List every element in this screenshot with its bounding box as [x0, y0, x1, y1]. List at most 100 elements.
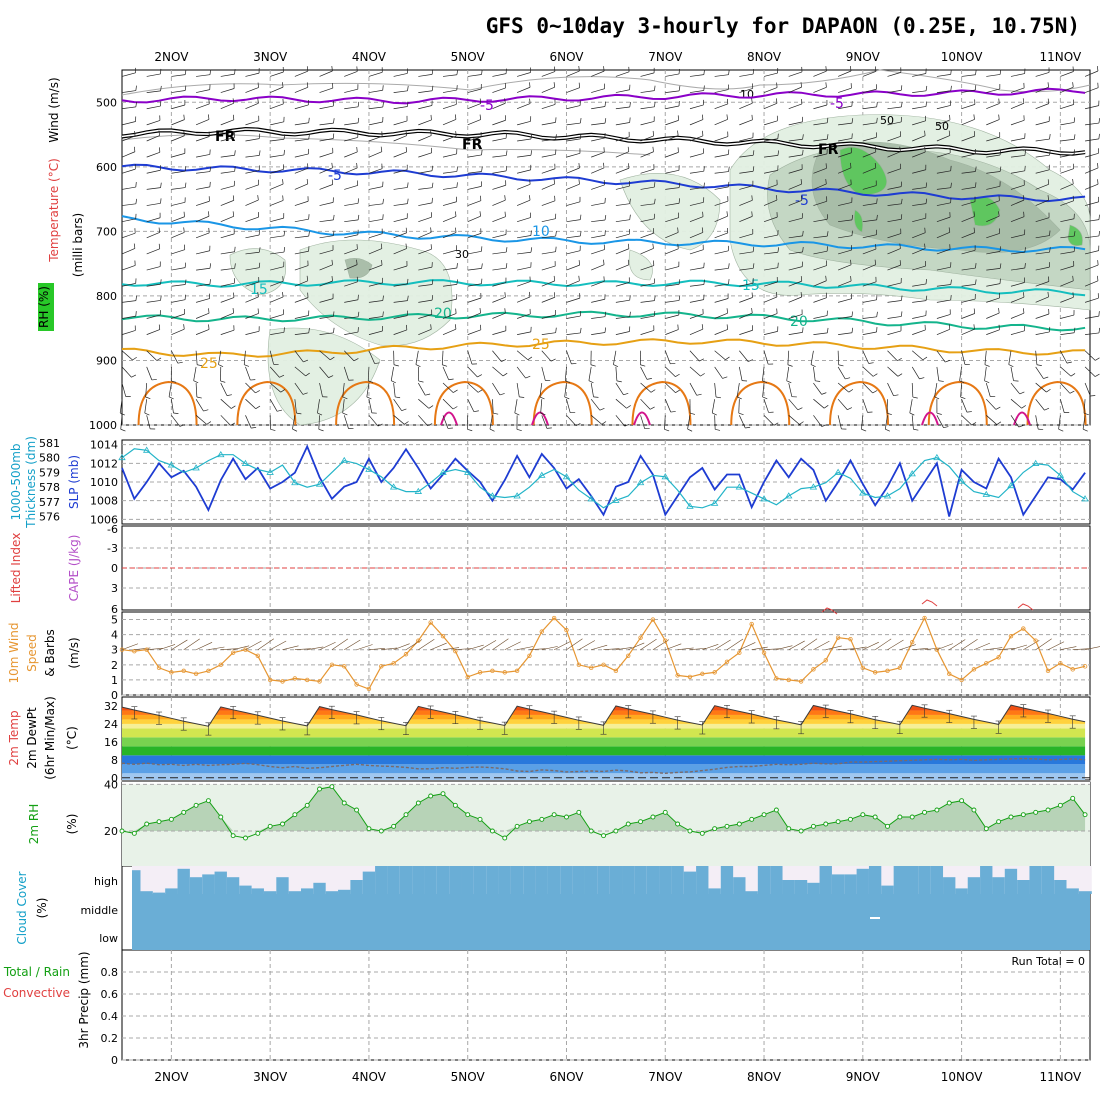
cloud-high-bar [930, 866, 944, 894]
wind-barb [442, 249, 457, 255]
wind-barb [615, 219, 630, 223]
wind-barb-flag [712, 412, 717, 416]
wind-barb-flag [677, 243, 679, 249]
wind-barb [368, 248, 382, 255]
wind-barb-flag [519, 396, 525, 398]
wind-barb [442, 366, 449, 380]
wind-barb [566, 350, 572, 365]
cloud-high-bg [1078, 866, 1092, 894]
wind-barb-flag [499, 393, 505, 396]
wind-barb-flag [797, 407, 803, 411]
wind-barb-flag [996, 421, 1002, 425]
wind-barb-flag [973, 324, 975, 330]
side-label: (milli bars) [71, 213, 85, 277]
wind-barb [393, 203, 408, 206]
wind-barb [1085, 138, 1099, 142]
cloud-high-bar [535, 866, 549, 894]
wind-barb [788, 154, 803, 158]
wind-barb [615, 248, 630, 255]
cloud-high-bar [251, 888, 265, 894]
rh-tick: 40 [104, 778, 118, 791]
wind-barb-flag [599, 407, 605, 411]
wind-barb [368, 71, 383, 77]
wind-barb [146, 415, 151, 429]
cloud-high-bar [239, 885, 253, 894]
wind-barb [146, 152, 160, 158]
wind-barb [862, 167, 876, 174]
wind-speed-marker [1070, 667, 1075, 672]
wind-barb [936, 415, 944, 428]
wind-barb [467, 88, 482, 93]
cloud-high-bg [263, 866, 277, 894]
wind-barb [615, 316, 630, 319]
wind-barb [665, 266, 679, 271]
wind-barb [813, 366, 816, 381]
wind-barb [887, 248, 901, 255]
surface-barb [233, 645, 250, 651]
rh-marker [835, 819, 841, 825]
precip-legend-total: Total / Rain [3, 965, 70, 979]
wind-barb-flag [455, 211, 457, 217]
wind-barb [245, 216, 259, 223]
wind-barb [1084, 350, 1096, 361]
wind-barb [862, 264, 876, 271]
wind-barb-flag [971, 422, 977, 426]
wind-barb [467, 233, 482, 239]
wind-barb [467, 119, 481, 126]
wind-barb-flag [232, 195, 235, 201]
wind-speed-marker [255, 653, 261, 658]
date-tick-bottom: 4NOV [352, 1070, 387, 1084]
wind-barb [342, 383, 345, 397]
wind-barb-flag [909, 412, 915, 416]
wind-barb [1084, 152, 1099, 158]
cloud-high-bar [498, 866, 512, 894]
rh-marker [798, 828, 804, 834]
rh-marker [601, 833, 606, 839]
wind-barb [517, 154, 532, 158]
isotherm-label: 15 [742, 278, 760, 294]
rh-marker [255, 830, 261, 836]
wind-barb [1035, 154, 1050, 158]
wind-barb [1084, 87, 1099, 93]
surface-barb [813, 640, 830, 650]
wind-barb-flag [160, 85, 162, 91]
wind-speed-marker [700, 671, 705, 677]
wind-barb-flag [504, 195, 506, 201]
wind-barb-flag [357, 214, 360, 220]
wind-barb-flag [886, 412, 892, 416]
cloud-high-bar [1017, 880, 1031, 894]
wind-barb [196, 250, 210, 255]
wind-barb-flag [120, 412, 125, 416]
wind-barb [195, 398, 204, 412]
wind-barb [1035, 217, 1050, 223]
wind-barb-flag [158, 130, 160, 136]
rh-marker [959, 798, 965, 804]
wind-barb [936, 314, 951, 319]
wind-barb [665, 382, 676, 393]
cloud-high-bar [547, 866, 561, 894]
wind-barb-flag [627, 146, 630, 152]
wind-speed-marker [984, 661, 989, 666]
wind-barb [1060, 122, 1075, 126]
thickness-marker [636, 478, 645, 486]
wind-barb [442, 328, 457, 335]
cloud-high-bar [696, 866, 710, 894]
date-tick-top: 8NOV [747, 50, 782, 64]
wind-barb-flag [258, 133, 261, 139]
wind-barb [837, 264, 852, 271]
wind-barb [245, 251, 260, 255]
wind-barb [862, 203, 877, 206]
wind-barb [714, 186, 729, 190]
wind-barb-flag [654, 182, 656, 188]
wind-barb [492, 73, 507, 77]
wind-speed-marker [737, 650, 742, 655]
wind-barb [146, 266, 161, 271]
wind-barb [1084, 366, 1096, 377]
wind-barb-flag [752, 263, 755, 269]
wind-barb [146, 217, 161, 223]
wind-barb [294, 104, 309, 110]
wind-barb-flag [925, 182, 928, 188]
wind-barb-flag [787, 364, 793, 367]
wind-speed-marker [934, 647, 940, 652]
wind-barb [171, 299, 186, 303]
